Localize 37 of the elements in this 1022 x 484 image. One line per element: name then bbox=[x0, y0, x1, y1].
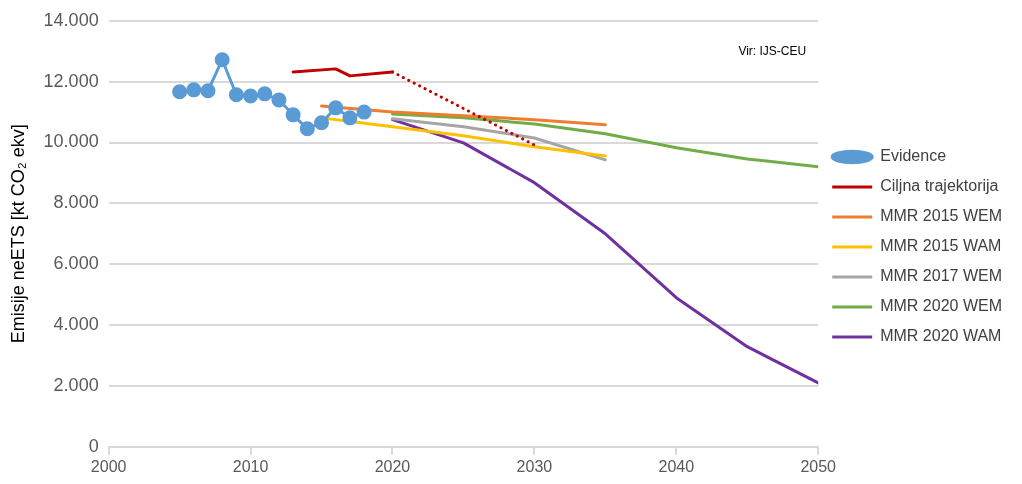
x-tick-label: 2020 bbox=[374, 457, 411, 475]
legend-label: MMR 2017 WEM bbox=[880, 267, 1002, 285]
point bbox=[186, 82, 202, 98]
point bbox=[257, 86, 273, 102]
legend-label: MMR 2015 WAM bbox=[880, 237, 1002, 255]
annotation: Vir: IJS-CEU bbox=[738, 43, 807, 58]
y-tick-label: 10.000 bbox=[43, 131, 99, 152]
point bbox=[342, 110, 358, 126]
y-tick-label: 6.000 bbox=[53, 253, 99, 274]
y-tick-label: 2.000 bbox=[53, 374, 99, 395]
point bbox=[243, 88, 259, 104]
legend-label: Ciljna trajektorija bbox=[880, 177, 999, 195]
legend-label: MMR 2020 WAM bbox=[880, 327, 1002, 345]
point bbox=[356, 104, 372, 120]
y-tick-label: 14.000 bbox=[43, 9, 99, 30]
legend-label: Evidence bbox=[880, 147, 947, 165]
y-tick-label: 12.000 bbox=[43, 70, 99, 91]
point bbox=[328, 100, 344, 116]
point bbox=[314, 115, 330, 131]
y-tick-label: 4.000 bbox=[53, 314, 99, 335]
x-tick-label: 2010 bbox=[232, 457, 269, 475]
x-tick-label: 2040 bbox=[658, 457, 695, 475]
point bbox=[285, 107, 301, 123]
point bbox=[271, 92, 287, 108]
point bbox=[228, 87, 244, 103]
y-tick-label: 8.000 bbox=[53, 192, 99, 213]
x-tick-label: 2000 bbox=[90, 457, 127, 475]
x-tick-label: 2030 bbox=[516, 457, 553, 475]
y-axis-title: Emisije neETS [kt CO₂ ekv] bbox=[7, 124, 28, 344]
x-tick-label: 2050 bbox=[800, 457, 837, 475]
point bbox=[299, 121, 315, 137]
legend-label: MMR 2020 WEM bbox=[880, 297, 1002, 315]
point bbox=[172, 84, 188, 100]
legend-label: MMR 2015 WEM bbox=[880, 207, 1002, 225]
y-tick-label: 0 bbox=[88, 435, 99, 456]
point bbox=[214, 52, 230, 68]
point bbox=[200, 83, 216, 99]
